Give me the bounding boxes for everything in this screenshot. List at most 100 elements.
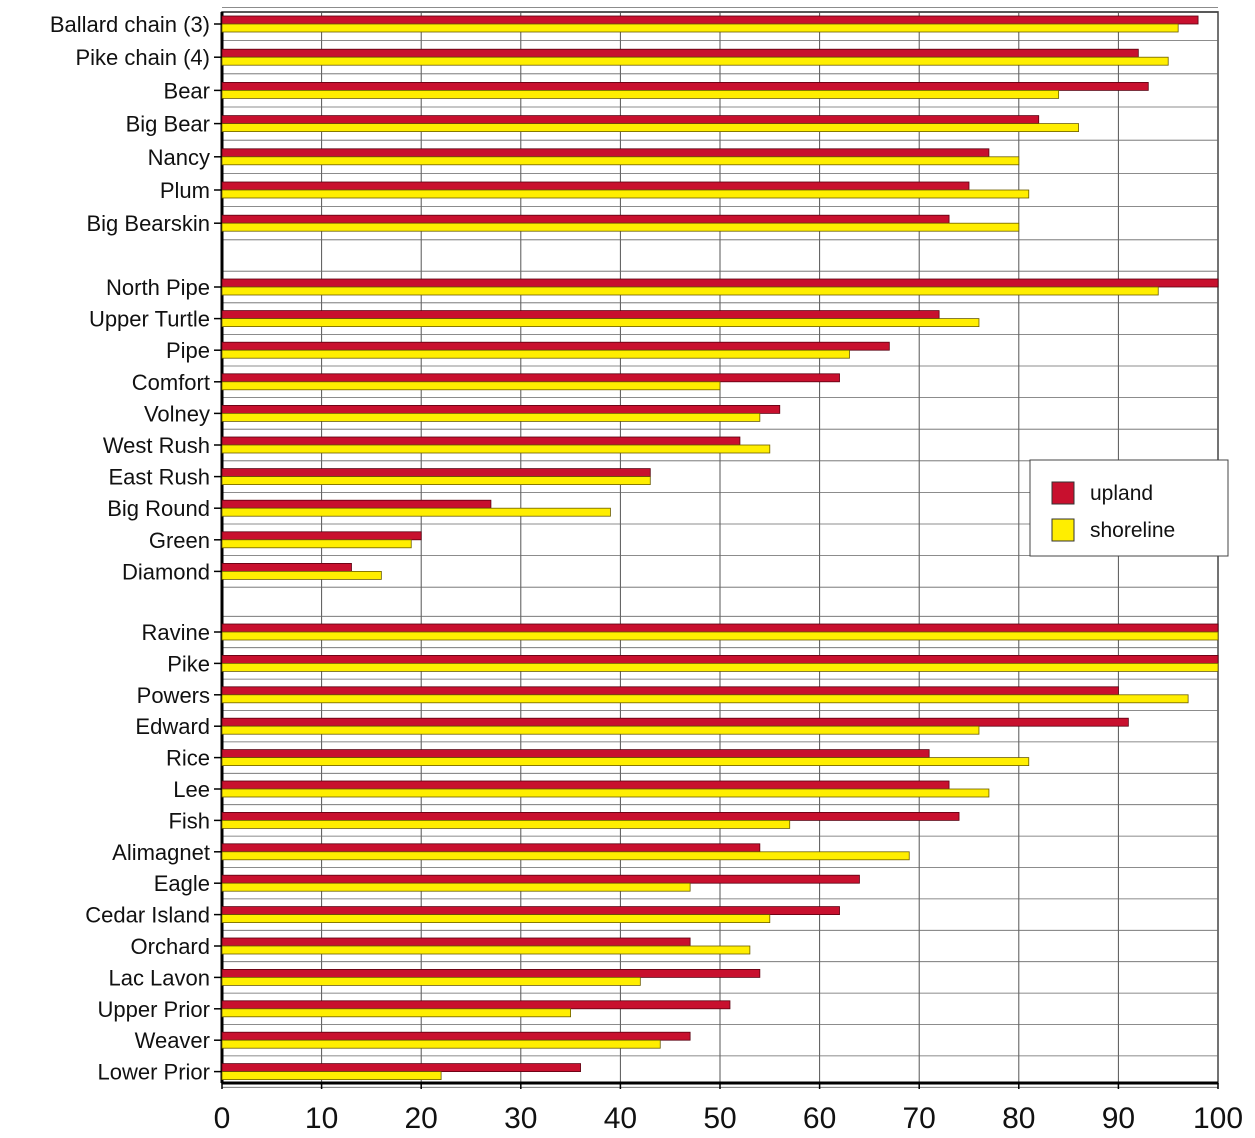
bar-shoreline <box>221 914 771 923</box>
bar-upland <box>221 82 1149 91</box>
bar-shoreline <box>221 851 910 861</box>
bar-shoreline <box>221 977 641 986</box>
bar-shoreline <box>221 189 1030 199</box>
category-label: Pipe <box>166 338 210 363</box>
x-tick-label: 0 <box>214 1102 231 1133</box>
category-label: Big Bear <box>126 112 210 137</box>
bar-shoreline <box>221 757 1030 766</box>
bar-upland <box>221 15 1199 25</box>
bar-upland <box>221 1000 731 1010</box>
category-label: North Pipe <box>106 275 210 300</box>
bar-shoreline <box>221 820 791 829</box>
category-label: Diamond <box>122 559 210 584</box>
category-label: Big Round <box>107 496 210 521</box>
bar-shoreline <box>221 23 1179 33</box>
category-label: Pike <box>167 651 210 676</box>
category-label: Upper Prior <box>98 997 210 1022</box>
category-label: Powers <box>137 683 210 708</box>
bar-upland <box>221 468 651 478</box>
category-label: Rice <box>166 746 210 771</box>
bar-shoreline <box>221 318 980 328</box>
legend-swatch-upland <box>1051 481 1075 505</box>
category-label: Big Bearskin <box>86 211 210 236</box>
bar-upland <box>221 937 691 947</box>
bar-upland <box>221 749 930 758</box>
bar-upland <box>221 48 1139 58</box>
legend-label-shoreline: shoreline <box>1090 519 1175 542</box>
legend-label-upland: upland <box>1090 482 1153 505</box>
bar-shoreline <box>221 1008 572 1018</box>
bar-upland <box>221 686 1119 696</box>
category-label: West Rush <box>103 433 210 458</box>
bar-upland <box>221 181 970 191</box>
bar-shoreline <box>221 156 1020 166</box>
bar-upland <box>221 341 890 351</box>
bar-upland <box>221 310 940 320</box>
bar-upland <box>221 373 840 383</box>
bar-upland <box>221 148 990 158</box>
bar-shoreline <box>221 882 691 892</box>
bar-upland <box>221 843 761 853</box>
bar-upland <box>221 812 960 821</box>
category-label: Cedar Island <box>85 903 210 928</box>
bar-shoreline <box>221 412 761 422</box>
bar-upland <box>221 531 422 541</box>
category-label: Lac Lavon <box>108 965 210 990</box>
category-label: Bear <box>164 78 210 103</box>
category-label: Pike chain (4) <box>75 45 210 70</box>
bar-shoreline <box>221 945 751 955</box>
bar-shoreline <box>221 90 1060 99</box>
legend-swatch-shoreline <box>1051 518 1075 542</box>
x-tick-label: 20 <box>405 1102 438 1133</box>
category-label: Lee <box>173 777 210 802</box>
bar-shoreline <box>221 222 1020 232</box>
category-label: Eagle <box>154 871 210 896</box>
bar-upland <box>221 780 950 790</box>
bar-upland <box>221 1031 691 1041</box>
bar-shoreline <box>221 571 382 580</box>
category-label: Edward <box>135 714 210 739</box>
bar-upland <box>221 436 741 446</box>
bar-shoreline <box>221 56 1169 66</box>
bar-shoreline <box>221 663 1219 672</box>
category-label: Orchard <box>131 934 210 959</box>
bar-shoreline <box>221 286 1159 296</box>
x-tick-label: 90 <box>1102 1102 1135 1133</box>
category-label: Weaver <box>135 1028 210 1053</box>
bar-shoreline <box>221 123 1079 132</box>
x-tick-label: 80 <box>1002 1102 1035 1133</box>
bar-shoreline <box>221 539 412 549</box>
bar-upland <box>221 1063 581 1072</box>
x-tick-label: 100 <box>1193 1102 1243 1133</box>
x-tick-label: 30 <box>504 1102 537 1133</box>
bar-shoreline <box>221 476 651 486</box>
category-label: Alimagnet <box>112 840 210 865</box>
category-label: Volney <box>144 401 210 426</box>
bar-upland <box>221 214 950 224</box>
category-label: Upper Turtle <box>89 307 210 332</box>
category-label: Fish <box>168 808 210 833</box>
bar-upland <box>221 563 352 572</box>
category-label: Comfort <box>132 370 210 395</box>
bar-upland <box>221 499 492 509</box>
category-label: Ballard chain (3) <box>50 12 210 37</box>
category-label: Plum <box>160 178 210 203</box>
bar-upland <box>221 874 860 884</box>
category-label: Ravine <box>142 620 210 645</box>
bar-upland <box>221 623 1219 633</box>
bar-shoreline <box>221 349 850 359</box>
bar-upland <box>221 278 1219 288</box>
bar-shoreline <box>221 631 1219 641</box>
bar-upland <box>221 717 1129 727</box>
bar-shoreline <box>221 507 611 517</box>
bar-upland <box>221 655 1219 664</box>
x-tick-label: 50 <box>703 1102 736 1133</box>
category-label: Lower Prior <box>98 1060 210 1085</box>
bar-shoreline <box>221 381 721 391</box>
x-tick-label: 70 <box>903 1102 936 1133</box>
bar-upland <box>221 115 1040 124</box>
x-tick-label: 60 <box>803 1102 836 1133</box>
bar-upland <box>221 906 840 915</box>
